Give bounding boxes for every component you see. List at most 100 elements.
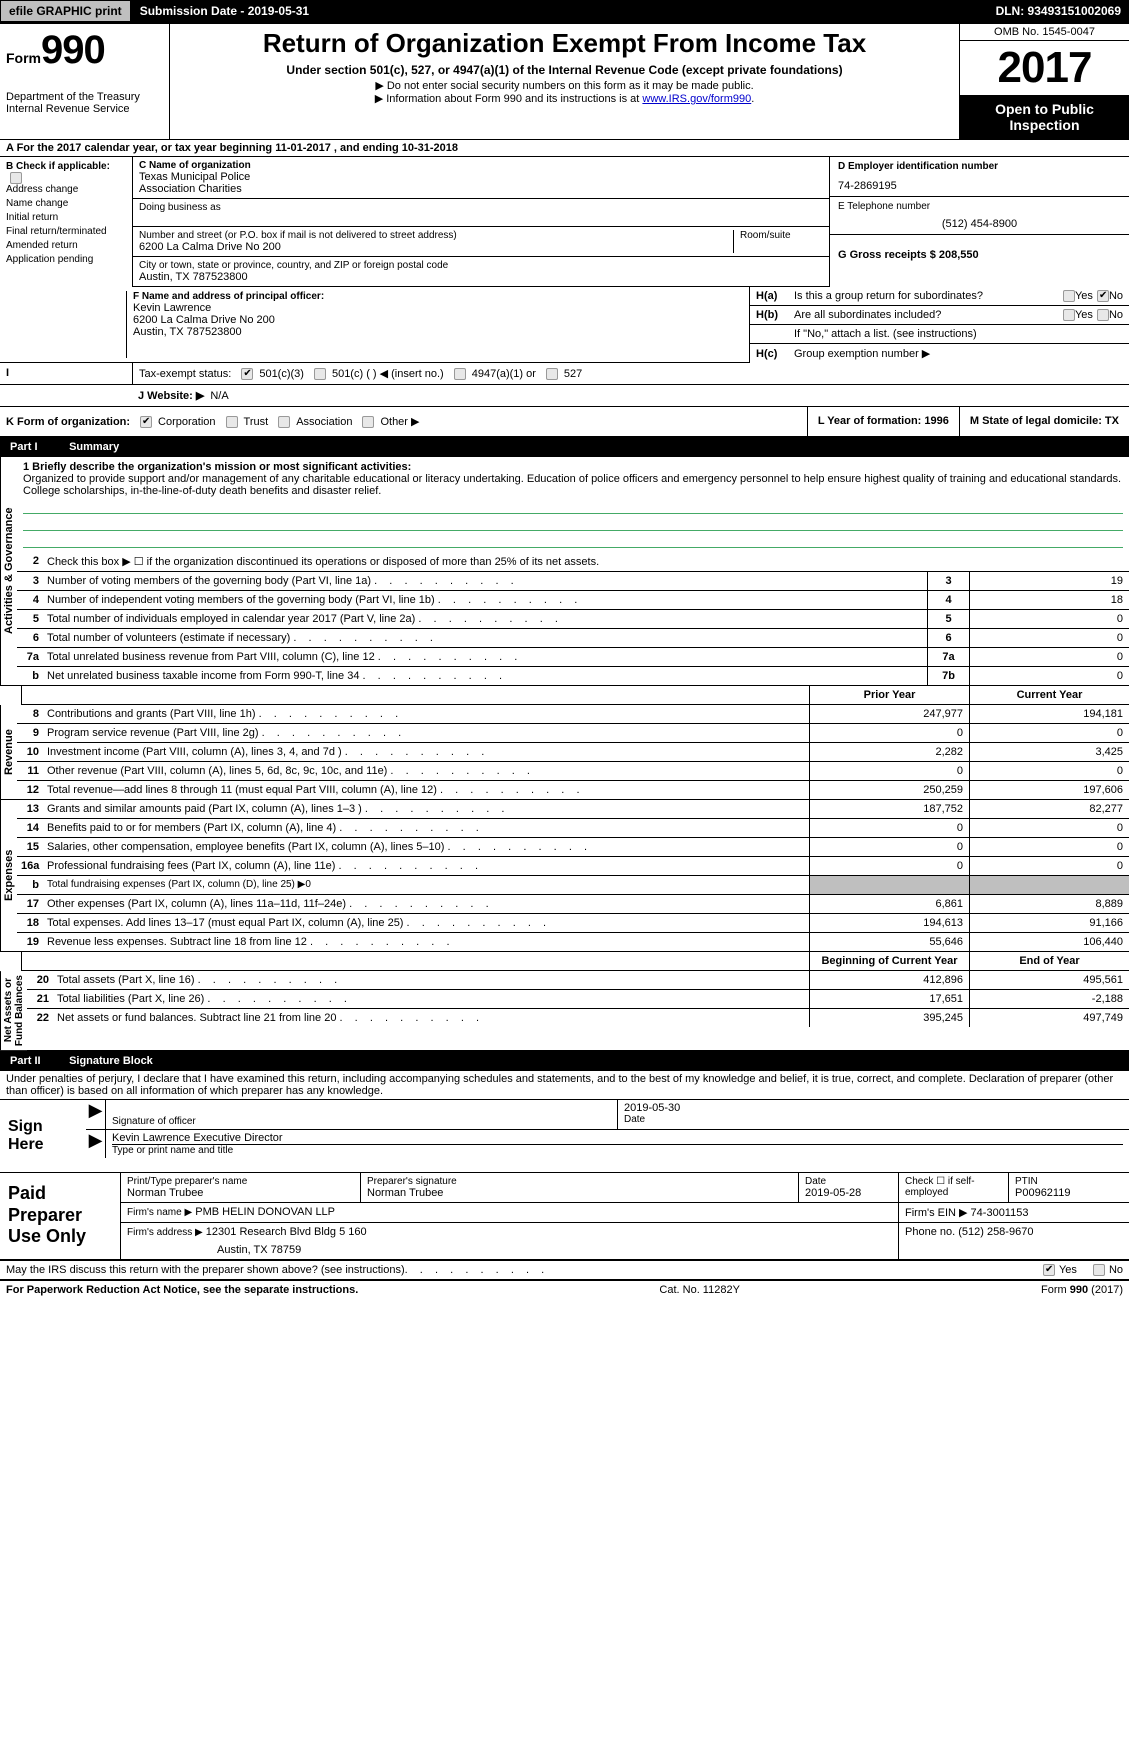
hb-yes-checkbox[interactable] [1063, 309, 1075, 321]
side-expenses: Expenses [0, 800, 17, 951]
check-applicable-icon[interactable] [10, 172, 22, 184]
ha-label: H(a) [756, 290, 794, 302]
other-checkbox[interactable] [362, 416, 374, 428]
row-desc: Number of independent voting members of … [43, 591, 927, 609]
ha-text: Is this a group return for subordinates? [794, 290, 1059, 302]
q1-text: Organized to provide support and/or mana… [23, 473, 1123, 497]
row-desc: Program service revenue (Part VIII, line… [43, 724, 809, 742]
note-2: ▶ Information about Form 990 and its ins… [176, 92, 953, 105]
opt-assoc: Association [296, 416, 352, 428]
hb-label: H(b) [756, 309, 794, 321]
row-prior: 412,896 [809, 971, 969, 989]
website-value: N/A [210, 390, 228, 402]
topbar-spacer [318, 0, 987, 22]
part1-title: Summary [69, 441, 119, 453]
chk-name-change: Name change [6, 198, 126, 209]
table-row: 15Salaries, other compensation, employee… [17, 838, 1129, 857]
row-prior: 395,245 [809, 1009, 969, 1027]
501c-checkbox[interactable] [314, 368, 326, 380]
preparer-name-value: Norman Trubee [127, 1187, 354, 1199]
subtitle: Under section 501(c), 527, or 4947(a)(1)… [176, 63, 953, 77]
row-box: 5 [927, 610, 969, 628]
ha-no-checkbox[interactable] [1097, 290, 1109, 302]
tax-status-label: Tax-exempt status: [139, 368, 231, 380]
firm-name-label: Firm's name ▶ [127, 1207, 192, 1218]
row-num: 19 [17, 933, 43, 951]
part2-title: Signature Block [69, 1055, 153, 1067]
footer: For Paperwork Reduction Act Notice, see … [0, 1281, 1129, 1299]
footer-left: For Paperwork Reduction Act Notice, see … [6, 1284, 358, 1296]
row-current: 8,889 [969, 895, 1129, 913]
city-cell: City or town, state or province, country… [133, 257, 829, 287]
row-box: 7b [927, 667, 969, 685]
irs-link[interactable]: www.IRS.gov/form990 [642, 93, 751, 105]
discuss-no-checkbox[interactable] [1093, 1264, 1105, 1276]
row-num: 13 [17, 800, 43, 818]
row-desc: Total fundraising expenses (Part IX, col… [43, 876, 809, 894]
row-num: 22 [27, 1009, 53, 1027]
table-row: bTotal fundraising expenses (Part IX, co… [17, 876, 1129, 895]
4947-checkbox[interactable] [454, 368, 466, 380]
org-name-cell: C Name of organization Texas Municipal P… [133, 157, 829, 199]
table-row: 20Total assets (Part X, line 16) 412,896… [27, 971, 1129, 990]
row-num: 3 [17, 572, 43, 590]
underline-2 [23, 517, 1123, 531]
row-prior: 2,282 [809, 743, 969, 761]
527-checkbox[interactable] [546, 368, 558, 380]
officer-city: Austin, TX 787523800 [133, 326, 743, 338]
underline-3 [23, 534, 1123, 548]
row-prior: 55,646 [809, 933, 969, 951]
trust-checkbox[interactable] [226, 416, 238, 428]
assoc-checkbox[interactable] [278, 416, 290, 428]
form990-logo: Form990 [6, 28, 163, 73]
section-h: H(a) Is this a group return for subordin… [749, 287, 1129, 363]
row-desc: Investment income (Part VIII, column (A)… [43, 743, 809, 761]
row-num: 5 [17, 610, 43, 628]
opt-4947: 4947(a)(1) or [472, 368, 536, 380]
table-row: 14Benefits paid to or for members (Part … [17, 819, 1129, 838]
row-num: 4 [17, 591, 43, 609]
row-prior: 0 [809, 762, 969, 780]
preparer-date-label: Date [805, 1176, 892, 1187]
org-name-1: Texas Municipal Police [139, 171, 823, 183]
table-row: 10Investment income (Part VIII, column (… [17, 743, 1129, 762]
ha-yes-checkbox[interactable] [1063, 290, 1075, 302]
table-row: 17Other expenses (Part IX, column (A), l… [17, 895, 1129, 914]
opt-501c: 501(c) ( ) ◀ (insert no.) [332, 367, 444, 380]
hc-text: Group exemption number ▶ [794, 347, 930, 360]
opt-other: Other ▶ [380, 415, 419, 428]
part1-header: Part I Summary [0, 438, 1129, 457]
arrow-icon-2: ▶ [86, 1130, 106, 1158]
form-word: Form [6, 50, 41, 66]
row-desc: Total expenses. Add lines 13–17 (must eq… [43, 914, 809, 932]
prior-year-header: Prior Year [809, 686, 969, 704]
preparer-sig-value: Norman Trubee [367, 1187, 792, 1199]
row-desc: Contributions and grants (Part VIII, lin… [43, 705, 809, 723]
self-employed-check: Check ☐ if self-employed [899, 1173, 1009, 1202]
tax-year: 2017 [960, 41, 1129, 95]
discuss-yes-checkbox[interactable] [1043, 1264, 1055, 1276]
part2-header: Part II Signature Block [0, 1052, 1129, 1071]
note-1: ▶ Do not enter social security numbers o… [176, 79, 953, 92]
row-prior: 17,651 [809, 990, 969, 1008]
end-year-header: End of Year [969, 952, 1129, 970]
efile-print-button[interactable]: efile GRAPHIC print [0, 0, 131, 22]
hb-no-checkbox[interactable] [1097, 309, 1109, 321]
row-value: 0 [969, 610, 1129, 628]
row-num: 9 [17, 724, 43, 742]
officer-addr: 6200 La Calma Drive No 200 [133, 314, 743, 326]
corp-checkbox[interactable] [140, 416, 152, 428]
omb-number: OMB No. 1545-0047 [960, 24, 1129, 41]
opt-501c3: 501(c)(3) [259, 368, 304, 380]
paid-preparer-label: Paid Preparer Use Only [0, 1173, 120, 1259]
table-row: 5Total number of individuals employed in… [17, 610, 1129, 629]
line-a-tax-year: A For the 2017 calendar year, or tax yea… [0, 139, 1129, 157]
row-num: 6 [17, 629, 43, 647]
row-current [969, 876, 1129, 894]
h-b: H(b) Are all subordinates included? Yes … [750, 306, 1129, 325]
opt-trust: Trust [244, 416, 269, 428]
501c3-checkbox[interactable] [241, 368, 253, 380]
hb-note: If "No," attach a list. (see instruction… [750, 325, 1129, 344]
header-left: Form990 Department of the Treasury Inter… [0, 24, 170, 139]
part1-expense-block: Expenses 13Grants and similar amounts pa… [0, 800, 1129, 952]
